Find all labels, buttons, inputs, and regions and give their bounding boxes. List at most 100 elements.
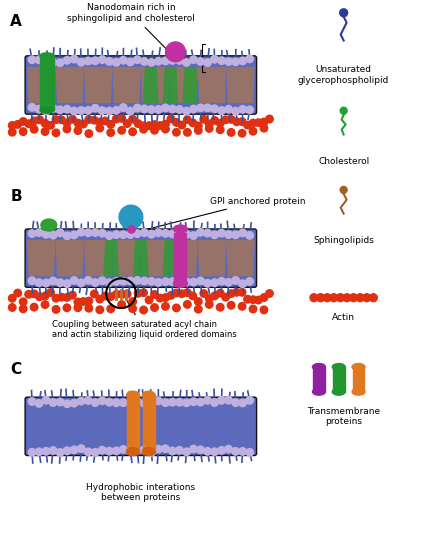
Circle shape bbox=[28, 56, 36, 63]
Circle shape bbox=[112, 278, 120, 285]
Polygon shape bbox=[112, 240, 141, 276]
Circle shape bbox=[47, 122, 54, 129]
Circle shape bbox=[80, 120, 87, 128]
Circle shape bbox=[70, 277, 78, 284]
Ellipse shape bbox=[170, 52, 181, 60]
Circle shape bbox=[232, 277, 239, 284]
Circle shape bbox=[120, 104, 127, 111]
Circle shape bbox=[246, 397, 253, 404]
Circle shape bbox=[225, 231, 232, 238]
Ellipse shape bbox=[173, 279, 187, 287]
Circle shape bbox=[205, 301, 213, 308]
Circle shape bbox=[112, 231, 120, 238]
Circle shape bbox=[58, 293, 65, 301]
Circle shape bbox=[105, 447, 113, 455]
Circle shape bbox=[134, 230, 141, 238]
Circle shape bbox=[91, 399, 99, 406]
Circle shape bbox=[246, 449, 253, 456]
Polygon shape bbox=[198, 240, 226, 276]
Circle shape bbox=[211, 292, 218, 300]
Ellipse shape bbox=[40, 107, 54, 113]
Circle shape bbox=[105, 107, 113, 115]
Circle shape bbox=[204, 279, 212, 287]
Bar bbox=[143, 397, 155, 452]
Circle shape bbox=[148, 449, 155, 456]
Circle shape bbox=[118, 301, 125, 309]
Circle shape bbox=[85, 297, 93, 305]
Circle shape bbox=[120, 277, 127, 285]
Circle shape bbox=[19, 128, 27, 135]
Circle shape bbox=[205, 295, 213, 302]
Circle shape bbox=[162, 445, 169, 453]
Polygon shape bbox=[141, 67, 169, 103]
Circle shape bbox=[134, 277, 141, 284]
Circle shape bbox=[216, 289, 224, 297]
Circle shape bbox=[70, 56, 78, 63]
Circle shape bbox=[184, 116, 191, 123]
Circle shape bbox=[80, 298, 87, 305]
FancyBboxPatch shape bbox=[25, 397, 257, 455]
Circle shape bbox=[266, 290, 273, 297]
Circle shape bbox=[63, 125, 71, 133]
Circle shape bbox=[218, 57, 225, 64]
Circle shape bbox=[56, 106, 64, 114]
Circle shape bbox=[173, 119, 180, 126]
Circle shape bbox=[49, 59, 57, 66]
Circle shape bbox=[129, 305, 136, 312]
Circle shape bbox=[222, 116, 229, 124]
Circle shape bbox=[140, 122, 147, 130]
Circle shape bbox=[205, 120, 213, 128]
Circle shape bbox=[30, 125, 38, 133]
Circle shape bbox=[184, 129, 191, 136]
Circle shape bbox=[52, 306, 60, 313]
Circle shape bbox=[222, 293, 229, 301]
Circle shape bbox=[233, 118, 240, 125]
Circle shape bbox=[28, 448, 36, 456]
Circle shape bbox=[35, 229, 43, 236]
Circle shape bbox=[105, 232, 113, 239]
Polygon shape bbox=[226, 67, 255, 103]
Circle shape bbox=[169, 278, 176, 285]
Circle shape bbox=[211, 56, 218, 63]
Circle shape bbox=[162, 57, 169, 65]
Circle shape bbox=[30, 304, 38, 311]
Polygon shape bbox=[141, 240, 169, 276]
Circle shape bbox=[218, 397, 225, 404]
Circle shape bbox=[151, 126, 158, 134]
Circle shape bbox=[129, 298, 136, 305]
Circle shape bbox=[91, 449, 99, 456]
Circle shape bbox=[363, 294, 371, 301]
Text: GPI anchored protein: GPI anchored protein bbox=[135, 197, 305, 233]
Circle shape bbox=[127, 231, 134, 238]
Ellipse shape bbox=[40, 53, 54, 59]
Polygon shape bbox=[169, 240, 198, 276]
Circle shape bbox=[190, 398, 197, 405]
Bar bbox=[127, 397, 139, 452]
Circle shape bbox=[134, 290, 142, 297]
Polygon shape bbox=[84, 67, 112, 103]
Circle shape bbox=[96, 124, 104, 132]
Circle shape bbox=[112, 107, 120, 114]
Circle shape bbox=[340, 186, 347, 194]
Circle shape bbox=[63, 232, 71, 239]
Circle shape bbox=[190, 278, 197, 286]
Circle shape bbox=[232, 231, 239, 239]
Circle shape bbox=[211, 231, 218, 239]
Circle shape bbox=[127, 277, 134, 285]
Circle shape bbox=[204, 104, 212, 112]
Circle shape bbox=[42, 448, 50, 455]
Circle shape bbox=[162, 294, 169, 301]
Polygon shape bbox=[226, 240, 255, 276]
Circle shape bbox=[127, 107, 134, 115]
Polygon shape bbox=[27, 67, 55, 103]
Circle shape bbox=[211, 399, 218, 406]
Circle shape bbox=[148, 106, 155, 113]
Circle shape bbox=[189, 292, 197, 300]
Circle shape bbox=[129, 116, 136, 123]
Circle shape bbox=[77, 279, 85, 287]
Text: Hydrophobic interations
between proteins: Hydrophobic interations between proteins bbox=[86, 483, 195, 502]
Circle shape bbox=[123, 120, 131, 127]
Circle shape bbox=[173, 304, 180, 312]
Circle shape bbox=[155, 229, 162, 236]
Circle shape bbox=[200, 116, 208, 123]
